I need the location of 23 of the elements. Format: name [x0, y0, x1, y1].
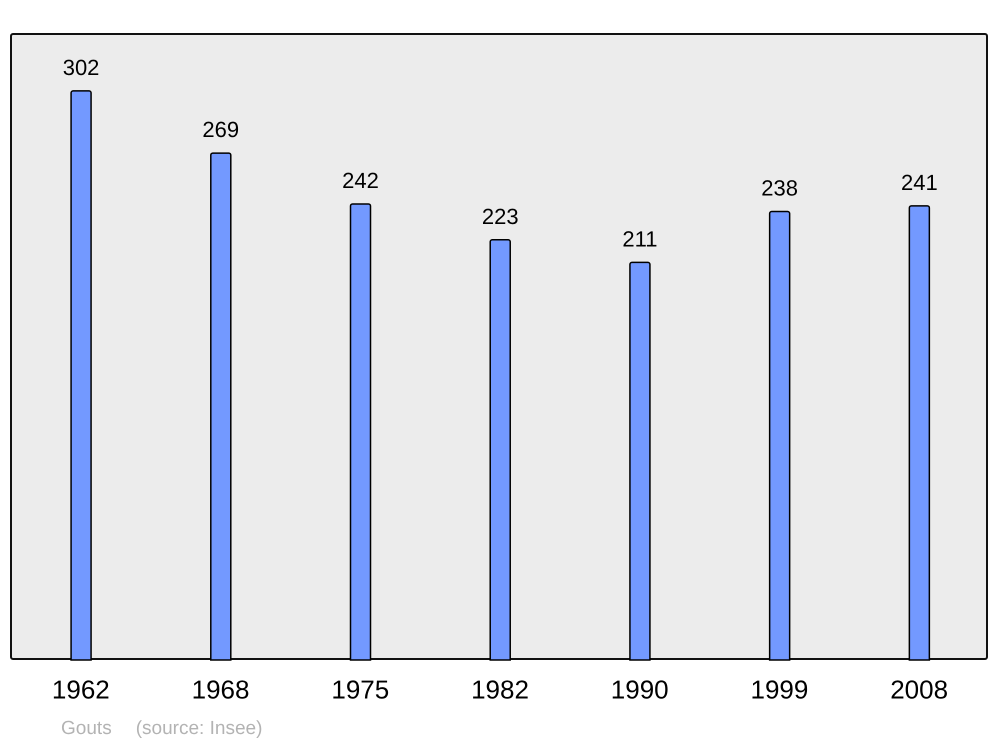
data-label: 238 [761, 176, 798, 201]
x-tick-label: 1968 [192, 674, 250, 704]
bar [489, 239, 511, 661]
bar [210, 152, 232, 661]
data-label: 241 [901, 170, 938, 195]
x-tick-label: 1962 [52, 674, 110, 704]
x-tick-label: 1990 [610, 674, 669, 704]
data-label: 302 [62, 54, 100, 80]
data-label: 269 [202, 117, 240, 142]
x-tick-label: 1999 [750, 674, 808, 704]
x-tick-label: 2008 [890, 674, 948, 704]
text: Gouts [61, 718, 112, 739]
data-label: 242 [342, 168, 379, 193]
bar [350, 203, 372, 661]
data-label: 223 [482, 204, 519, 229]
data-label: 211 [622, 226, 658, 252]
x-tick-label: 1975 [331, 674, 390, 704]
bar [70, 90, 92, 661]
x-tick-label: 1982 [471, 674, 529, 704]
bar [629, 262, 651, 661]
bar [908, 205, 930, 661]
bar [768, 210, 790, 661]
text: (source: Insee) [136, 718, 262, 739]
